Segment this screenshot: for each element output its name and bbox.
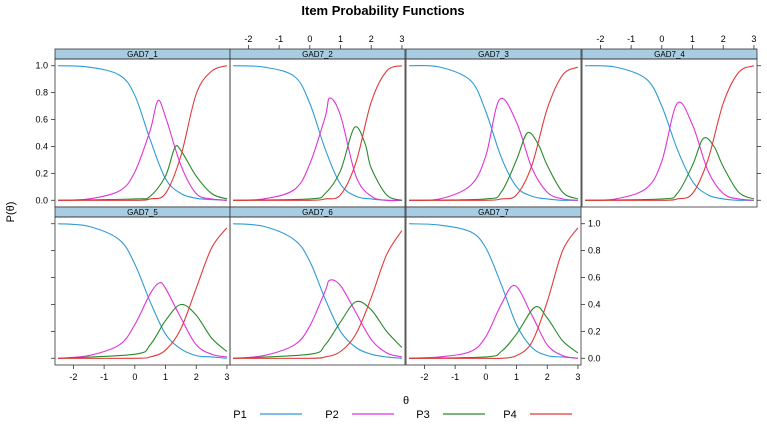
- legend-item-P1: P1: [233, 409, 302, 421]
- panel-title: GAD7_3: [478, 50, 509, 59]
- legend: P1 P2 P3 P4: [233, 409, 572, 421]
- panel-GAD7_4: GAD7_4: [581, 48, 758, 208]
- x-tick-label: 0: [132, 372, 137, 382]
- legend-label: P4: [503, 409, 516, 421]
- series-line-P1: [409, 223, 578, 359]
- x-tick-label: -1: [275, 34, 283, 44]
- panel-frame: [54, 58, 231, 208]
- panel-frame: [229, 58, 406, 208]
- y-tick-label: 0.4: [588, 299, 601, 309]
- y-tick-label: 0.2: [588, 326, 601, 336]
- x-tick-label: 3: [399, 34, 404, 44]
- series-line-P2: [58, 99, 227, 201]
- x-tick-label: 1: [163, 372, 168, 382]
- series-line-P1: [58, 65, 227, 201]
- x-tick-label: -2: [420, 372, 428, 382]
- y-tick-label: 0.6: [35, 115, 48, 125]
- legend-item-P3: P3: [416, 409, 485, 421]
- series-line-P3: [233, 126, 403, 201]
- legend-item-P4: P4: [503, 409, 572, 421]
- x-tick-label: 3: [224, 372, 229, 382]
- series-line-P3: [58, 144, 228, 201]
- y-axis-label: P(θ): [5, 202, 17, 223]
- panel-GAD7_1: GAD7_1: [54, 48, 231, 208]
- panel-GAD7_2: GAD7_2: [229, 48, 406, 208]
- x-tick-label: 2: [721, 34, 726, 44]
- panel-title: GAD7_2: [302, 50, 333, 59]
- legend-label: P3: [416, 409, 429, 421]
- panel-GAD7_6: GAD7_6: [229, 206, 406, 366]
- x-tick-label: -1: [100, 372, 108, 382]
- panel-title: GAD7_7: [478, 208, 509, 217]
- x-tick-label: -1: [451, 372, 459, 382]
- series-line-P3: [409, 306, 579, 359]
- panel-title: GAD7_5: [127, 208, 158, 217]
- series-line-P2: [409, 97, 578, 201]
- series-line-P2: [233, 279, 403, 359]
- y-tick-label: 0.6: [588, 273, 601, 283]
- x-tick-label: -2: [596, 34, 604, 44]
- panel-GAD7_5: GAD7_5: [54, 206, 231, 366]
- x-tick-label: 3: [575, 372, 580, 382]
- y-tick-label: 0.0: [588, 353, 601, 363]
- series-line-P1: [585, 65, 754, 201]
- axes-layer: -2 -1 0 1 2 3 -2 -1 0 1 2 3 -2 -1 0 1 2 3 -2 -1 0 1 2 3 0.0 0.2 0.…: [35, 34, 761, 382]
- legend-label: P2: [325, 409, 338, 421]
- series-line-P4: [585, 65, 755, 201]
- x-tick-label: 0: [307, 34, 312, 44]
- y-tick-label: 1.0: [588, 219, 601, 229]
- y-tick-label: 0.8: [588, 246, 601, 256]
- series-line-P1: [58, 223, 227, 359]
- series-line-P4: [409, 227, 579, 360]
- panel-frame: [581, 58, 758, 208]
- series-line-P4: [58, 65, 228, 201]
- series-line-P4: [58, 227, 228, 359]
- panel-frame: [54, 216, 231, 366]
- series-line-P3: [58, 303, 228, 359]
- x-tick-label: -2: [69, 372, 77, 382]
- x-tick-label: 1: [338, 34, 343, 44]
- x-tick-label: -2: [244, 34, 252, 44]
- series-line-P4: [233, 230, 403, 359]
- series-line-P4: [409, 66, 579, 201]
- x-tick-label: 1: [690, 34, 695, 44]
- panel-title: GAD7_4: [654, 50, 685, 59]
- series-line-P3: [585, 137, 755, 201]
- series-line-P2: [585, 101, 754, 201]
- x-axis-label: θ: [403, 395, 409, 407]
- x-tick-label: 3: [751, 34, 756, 44]
- legend-label: P1: [233, 409, 246, 421]
- chart-title: Item Probability Functions: [301, 3, 464, 18]
- x-tick-label: 0: [659, 34, 664, 44]
- x-tick-label: -1: [627, 34, 635, 44]
- series-line-P1: [409, 65, 578, 201]
- x-tick-label: 2: [545, 372, 550, 382]
- panel-frame: [405, 216, 582, 366]
- series-line-P2: [58, 282, 227, 359]
- y-tick-label: 0.2: [35, 168, 48, 178]
- series-line-P4: [233, 65, 403, 201]
- x-tick-label: 2: [194, 372, 199, 382]
- y-tick-label: 0.4: [35, 141, 48, 151]
- panel-frame: [229, 216, 406, 366]
- panel-GAD7_7: GAD7_7: [405, 206, 582, 366]
- x-tick-label: 0: [483, 372, 488, 382]
- panel-title: GAD7_1: [127, 50, 158, 59]
- y-tick-label: 1.0: [35, 61, 48, 71]
- series-line-P1: [233, 223, 402, 359]
- x-tick-label: 2: [369, 34, 374, 44]
- legend-item-P2: P2: [325, 409, 394, 421]
- series-line-P3: [233, 300, 403, 359]
- panels-layer: GAD7_1 GAD7_2 GAD7_3 GAD7_4 GAD7_5 GAD7_6 GAD7…: [54, 48, 758, 366]
- series-line-P2: [409, 284, 579, 359]
- panel-title: GAD7_6: [302, 208, 333, 217]
- x-tick-label: 1: [514, 372, 519, 382]
- y-tick-label: 0.0: [35, 195, 48, 205]
- series-line-P2: [233, 97, 402, 202]
- series-line-P3: [409, 131, 579, 201]
- y-tick-label: 0.8: [35, 88, 48, 98]
- panel-GAD7_3: GAD7_3: [405, 48, 582, 208]
